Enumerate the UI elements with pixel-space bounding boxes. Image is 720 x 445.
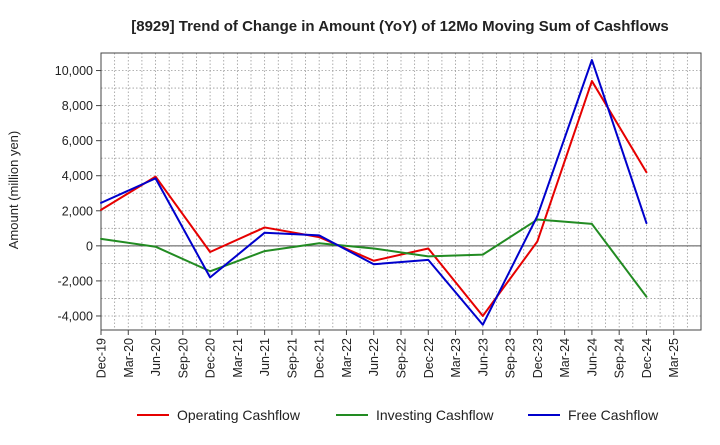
y-tick-label: 10,000: [55, 64, 93, 78]
legend-label-investing-cashflow: Investing Cashflow: [376, 407, 494, 423]
y-tick-label: 0: [86, 239, 93, 253]
chart-title: [8929] Trend of Change in Amount (YoY) o…: [131, 18, 669, 35]
x-tick-label: Sep-23: [504, 338, 518, 378]
x-tick-label: Jun-24: [585, 338, 599, 376]
x-tick-label: Dec-24: [640, 338, 654, 378]
x-tick-label: Jun-23: [476, 338, 490, 376]
x-tick-label: Jun-22: [367, 338, 381, 376]
x-tick-label: Mar-22: [340, 338, 354, 378]
y-tick-label: -4,000: [58, 309, 93, 323]
plot-area: -4,000 -2,000 0 2,000 4,000 6,000 8,000 10,000 D…: [55, 52, 702, 378]
x-tick-label: Mar-25: [667, 338, 681, 378]
x-tick-label: Sep-24: [613, 338, 627, 378]
legend-label-free-cashflow: Free Cashflow: [568, 407, 659, 423]
x-tick-label: Sep-22: [395, 338, 409, 378]
y-tick-label: 4,000: [62, 169, 93, 183]
y-axis-label: Amount (million yen): [6, 131, 21, 250]
series-line-free-cashflow: [100, 59, 648, 326]
x-tick-label: Dec-23: [531, 338, 545, 378]
y-tick-label: 8,000: [62, 99, 93, 113]
series-line-operating-cashflow: [100, 80, 648, 317]
x-tick-label: Dec-21: [313, 338, 327, 378]
x-tick-label: Jun-20: [149, 338, 163, 376]
x-tick-label: Dec-19: [95, 338, 109, 378]
series-line-investing-cashflow: [100, 218, 648, 298]
x-tick-label: Dec-20: [204, 338, 218, 378]
legend-label-operating-cashflow: Operating Cashflow: [177, 407, 301, 423]
x-tick-label: Mar-20: [122, 338, 136, 378]
y-tick-label: -2,000: [58, 274, 93, 288]
x-tick-label: Mar-23: [449, 338, 463, 378]
x-tick-label: Jun-21: [258, 338, 272, 376]
x-tick-label: Sep-21: [285, 338, 299, 378]
y-tick-label: 2,000: [62, 204, 93, 218]
x-tick-label: Dec-22: [422, 338, 436, 378]
legend: Operating Cashflow Investing Cashflow Free…: [137, 407, 659, 423]
y-tick-label: 6,000: [62, 134, 93, 148]
x-tick-label: Sep-20: [176, 338, 190, 378]
x-tick-label: Mar-24: [558, 338, 572, 378]
x-tick-label: Mar-21: [231, 338, 245, 378]
